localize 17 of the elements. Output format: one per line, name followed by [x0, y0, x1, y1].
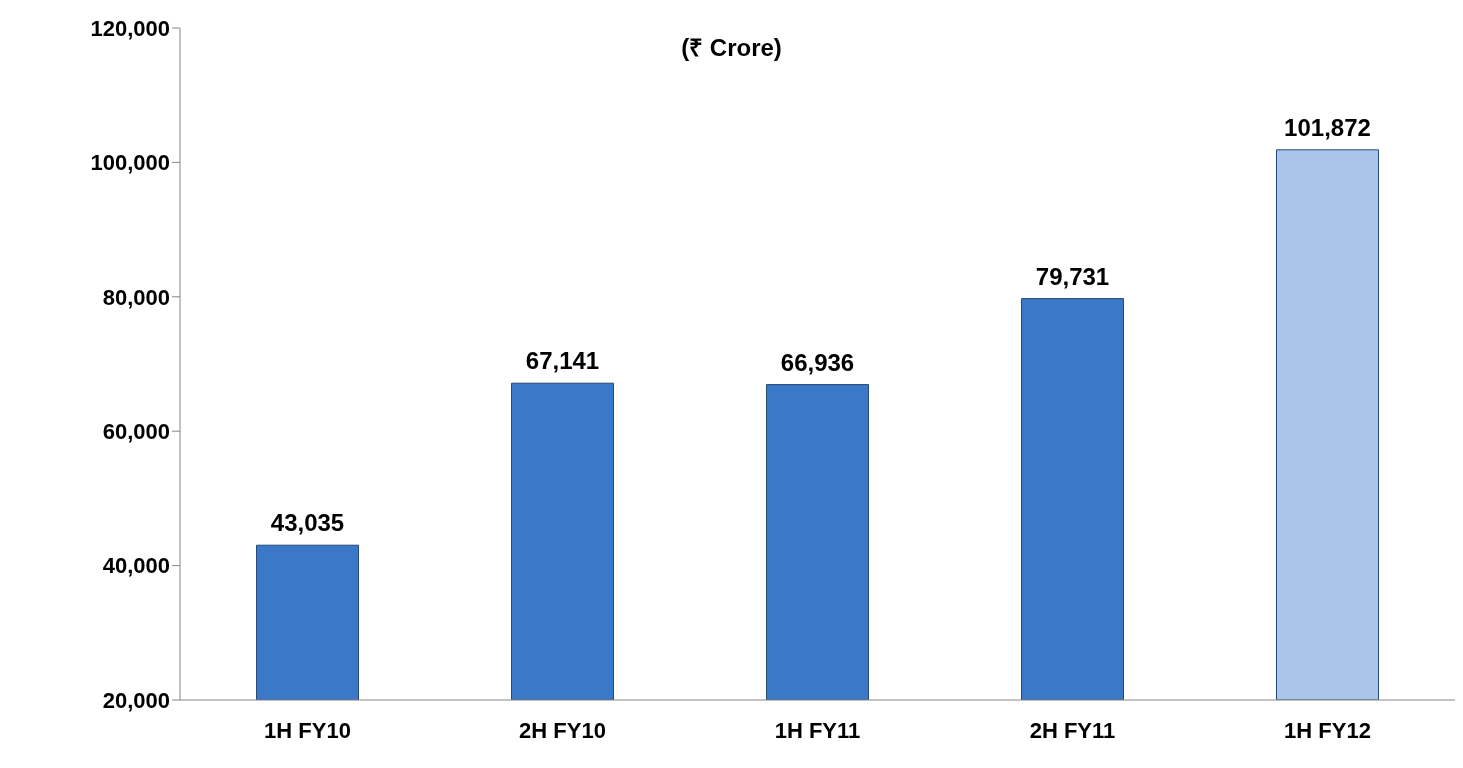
data-label: 101,872	[1284, 113, 1371, 141]
x-tick-label: 1H FY11	[774, 717, 861, 743]
x-tick-label: 1H FY12	[1284, 717, 1371, 743]
y-tick-label: 60,000	[102, 419, 170, 445]
y-tick-label: 40,000	[102, 553, 170, 579]
y-tick-label: 100,000	[90, 150, 170, 176]
y-tick-label: 120,000	[90, 15, 170, 41]
x-tick-label: 1H FY10	[264, 717, 351, 743]
chart-title: (₹ Crore)	[681, 34, 782, 61]
x-tick-label: 2H FY10	[519, 717, 606, 743]
y-tick-label: 80,000	[102, 284, 170, 310]
data-label: 67,141	[525, 347, 600, 375]
data-label: 79,731	[1035, 262, 1110, 290]
data-label: 66,936	[780, 348, 855, 376]
data-label: 43,035	[270, 509, 345, 537]
x-tick-label: 2H FY11	[1029, 717, 1116, 743]
y-tick-label: 20,000	[102, 687, 170, 713]
